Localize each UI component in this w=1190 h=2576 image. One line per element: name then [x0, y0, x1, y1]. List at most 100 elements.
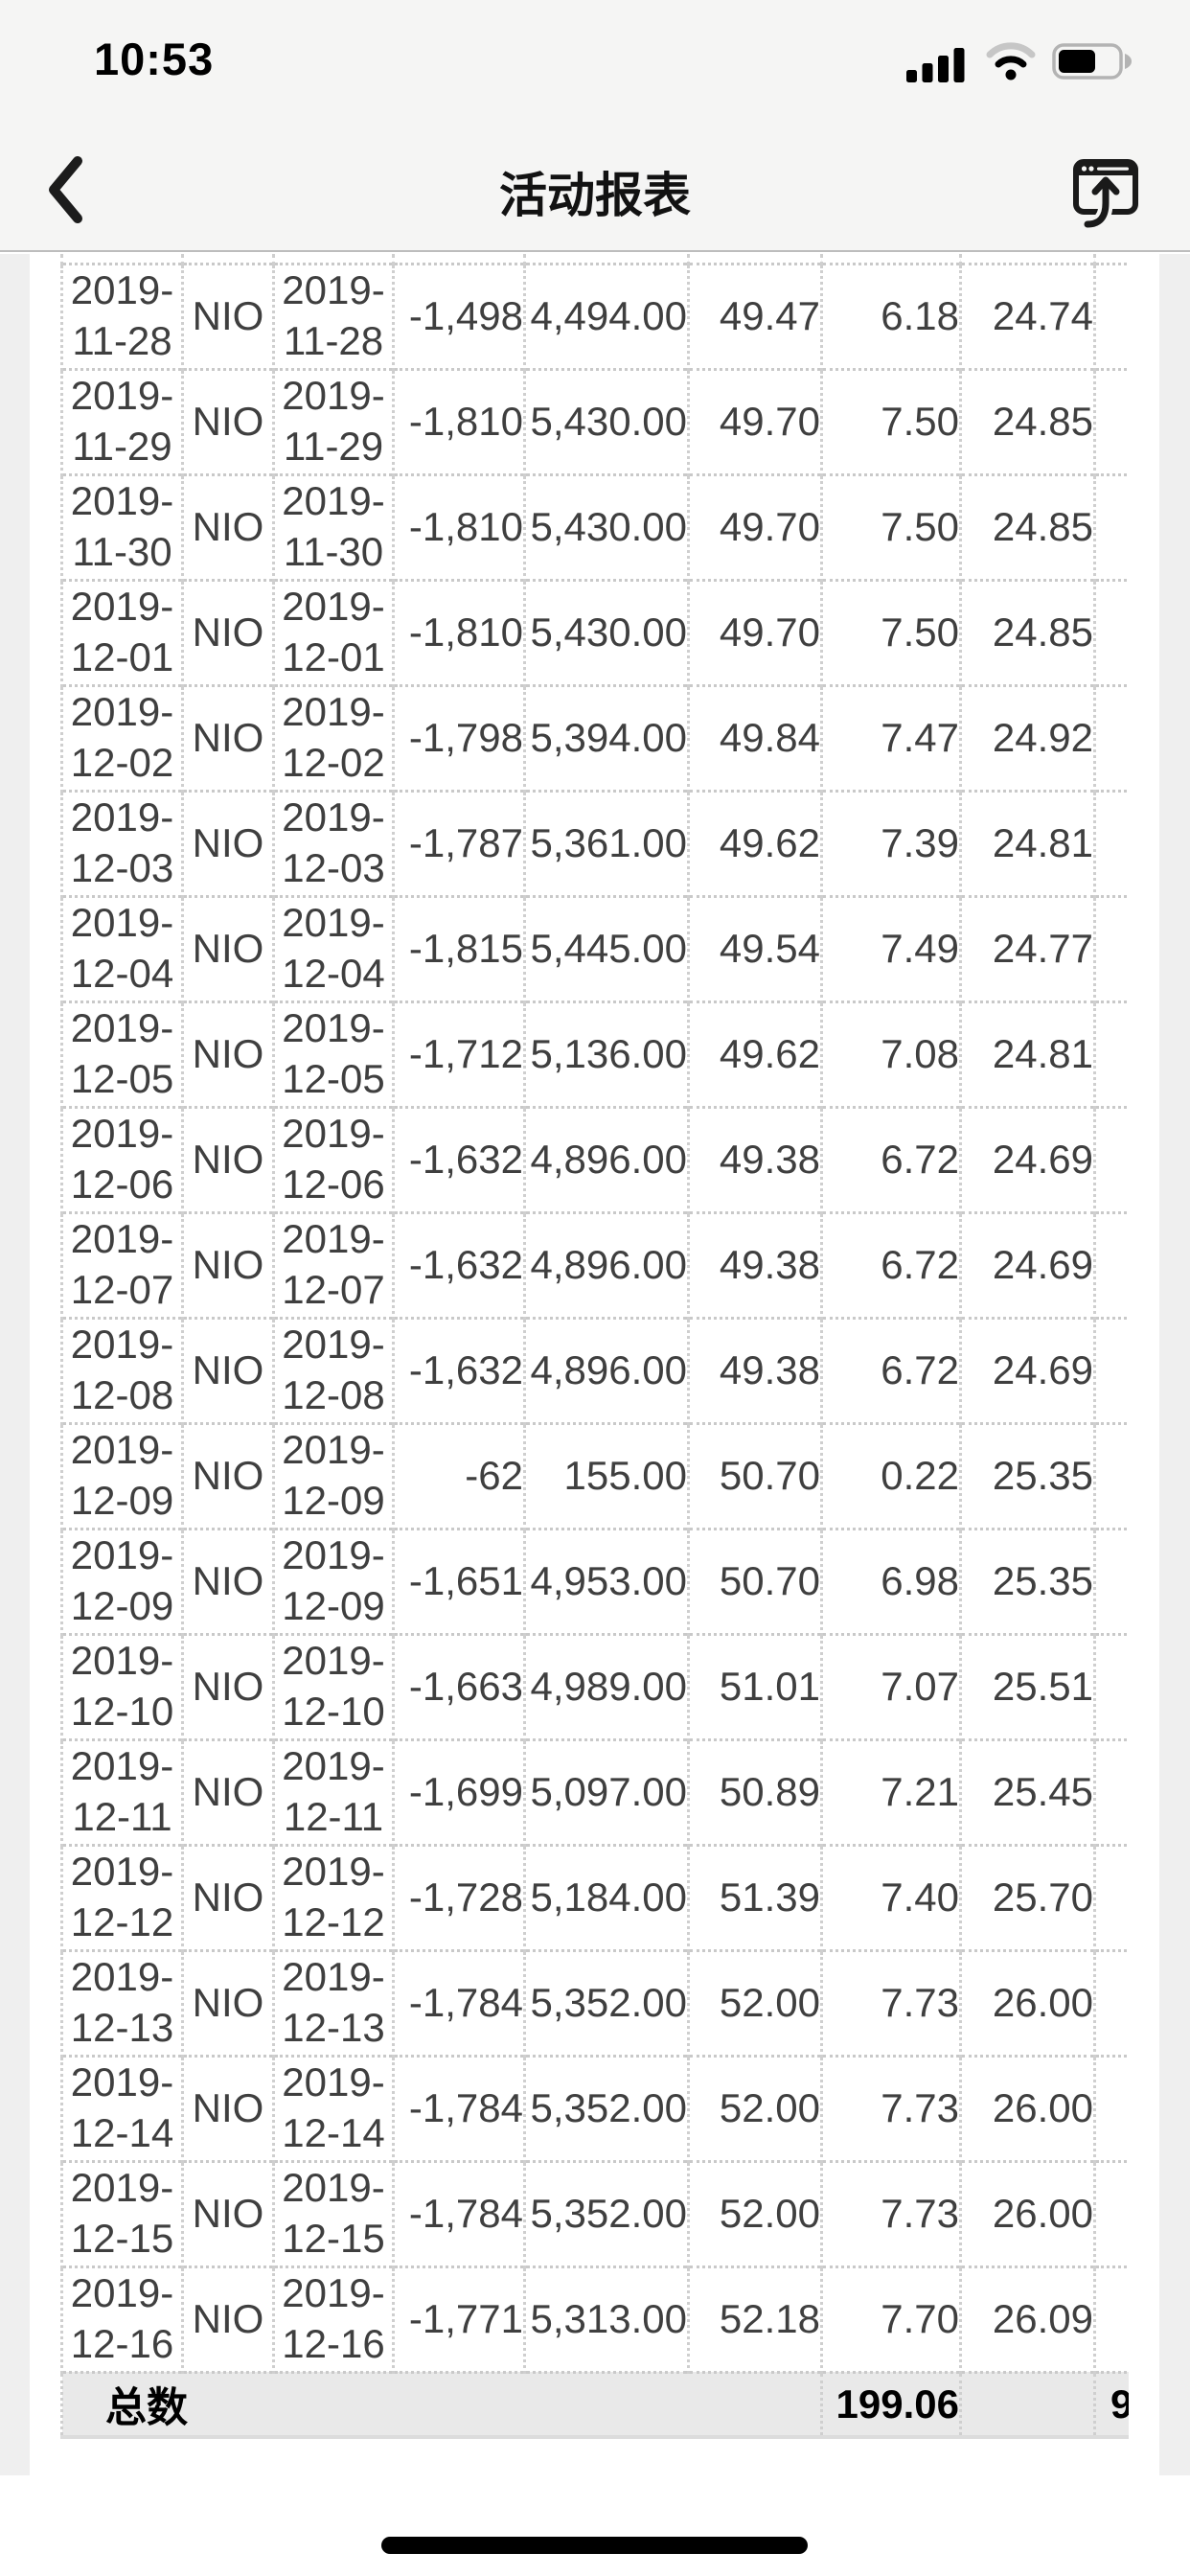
cell-price: 52.00 — [687, 1948, 822, 2056]
cell-date-2: 2019- 12-13 — [272, 1948, 394, 2056]
cell-date: 2019- 12-04 — [60, 894, 183, 1001]
cell-clipped — [1093, 789, 1129, 896]
cell-symbol: NIO — [181, 683, 274, 791]
back-button[interactable] — [23, 146, 109, 238]
cell-price: 49.62 — [687, 1000, 822, 1107]
cell-date-2: 2019- 12-09 — [272, 1421, 394, 1529]
table-row: 2019- 11-30 NIO 2019- 11-30 -1,810 5,430.00 4… — [60, 472, 1129, 580]
table-row: 2019- 12-06 NIO 2019- 12-06 -1,632 4,896.00 4… — [60, 1105, 1129, 1212]
cell-value: 7.50 — [820, 472, 961, 580]
cell-clipped — [1093, 1316, 1129, 1423]
cell-value: 7.73 — [820, 2159, 961, 2266]
cell-quantity: -1,784 — [392, 2159, 525, 2266]
cell-date-2: 2019- 12-08 — [272, 1316, 394, 1423]
cell-symbol: NIO — [181, 1737, 274, 1845]
cell-price: 49.54 — [687, 894, 822, 1001]
cell-amount: 5,430.00 — [523, 367, 689, 474]
table-row: 2019- 12-09 NIO 2019- 12-09 -62 155.00 50.70 0… — [60, 1421, 1129, 1529]
cell-price: 49.47 — [687, 262, 822, 369]
cell-date-2: 2019- 11-30 — [272, 472, 394, 580]
cell-clipped — [1093, 1105, 1129, 1212]
cell-date: 2019- 12-15 — [60, 2159, 183, 2266]
cell-price: 49.70 — [687, 472, 822, 580]
cell-symbol: NIO — [181, 2265, 274, 2372]
cell-clipped — [1093, 1632, 1129, 1739]
cell-clipped — [1093, 2054, 1129, 2161]
cell-date-2: 2019- 12-15 — [272, 2159, 394, 2266]
cell-date: 2019- 12-03 — [60, 789, 183, 896]
cell-value: 6.18 — [820, 262, 961, 369]
cell-avg-price: 24.69 — [959, 1316, 1095, 1423]
table-row: 2019- 12-13 NIO 2019- 12-13 -1,784 5,352.00 5… — [60, 1948, 1129, 2056]
table-row: 2019- 12-10 NIO 2019- 12-10 -1,663 4,989.00 5… — [60, 1632, 1129, 1739]
cell-amount: 5,352.00 — [523, 2054, 689, 2161]
table-scroll-area[interactable]: 2019- 11-28 NIO 2019- 11-28 -1,498 4,494.00 4… — [60, 254, 1129, 2449]
cell-value: 0.22 — [820, 1421, 961, 1529]
table-row: 2019- 12-16 NIO 2019- 12-16 -1,771 5,313.00 5… — [60, 2265, 1129, 2372]
cell-amount: 5,313.00 — [523, 2265, 689, 2372]
cell-quantity: -1,663 — [392, 1632, 525, 1739]
cell-date-2: 2019- 12-03 — [272, 789, 394, 896]
battery-icon — [1052, 41, 1134, 86]
cell-date: 2019- 12-12 — [60, 1843, 183, 1950]
cell-value: 7.08 — [820, 1000, 961, 1107]
cell-quantity: -1,810 — [392, 472, 525, 580]
page-gutter-right — [1159, 254, 1190, 2475]
cell-amount: 4,494.00 — [523, 262, 689, 369]
export-button[interactable] — [1060, 151, 1152, 238]
cell-avg-price: 24.85 — [959, 367, 1095, 474]
cell-amount: 5,136.00 — [523, 1000, 689, 1107]
cell-avg-price: 25.51 — [959, 1632, 1095, 1739]
cell-date: 2019- 12-11 — [60, 1737, 183, 1845]
cell-price: 49.38 — [687, 1210, 822, 1318]
cell-value: 6.72 — [820, 1316, 961, 1423]
page-title: 活动报表 — [499, 169, 691, 222]
cell-avg-price: 24.74 — [959, 262, 1095, 369]
cell-value: 7.50 — [820, 367, 961, 474]
cell-quantity: -62 — [392, 1421, 525, 1529]
cell-amount: 5,184.00 — [523, 1843, 689, 1950]
cell-price: 52.00 — [687, 2054, 822, 2161]
cell-amount: 4,896.00 — [523, 1105, 689, 1212]
cell-quantity: -1,712 — [392, 1000, 525, 1107]
cell-date-2: 2019- 12-04 — [272, 894, 394, 1001]
cell-price: 51.39 — [687, 1843, 822, 1950]
cell-date: 2019- 12-14 — [60, 2054, 183, 2161]
chevron-left-icon — [47, 155, 85, 228]
cell-amount: 5,097.00 — [523, 1737, 689, 1845]
cell-date-2: 2019- 12-09 — [272, 1527, 394, 1634]
cell-amount: 4,953.00 — [523, 1527, 689, 1634]
total-row: 总数 199.06 9 — [60, 2370, 1129, 2439]
cell-date-2: 2019- 12-11 — [272, 1737, 394, 1845]
cell-clipped — [1093, 472, 1129, 580]
cell-symbol: NIO — [181, 472, 274, 580]
cell-quantity: -1,651 — [392, 1527, 525, 1634]
cell-value: 7.07 — [820, 1632, 961, 1739]
cell-quantity: -1,771 — [392, 2265, 525, 2372]
cell-price: 50.70 — [687, 1421, 822, 1529]
cell-date: 2019- 11-29 — [60, 367, 183, 474]
cell-avg-price: 25.35 — [959, 1421, 1095, 1529]
cell-price: 49.38 — [687, 1316, 822, 1423]
cell-avg-price: 24.69 — [959, 1105, 1095, 1212]
cell-price: 50.70 — [687, 1527, 822, 1634]
cell-amount: 4,989.00 — [523, 1632, 689, 1739]
cell-price: 50.89 — [687, 1737, 822, 1845]
cell-value: 7.47 — [820, 683, 961, 791]
cell-date-2: 2019- 12-06 — [272, 1105, 394, 1212]
cell-clipped — [1093, 578, 1129, 685]
cell-date-2: 2019- 11-28 — [272, 262, 394, 369]
cell-date: 2019- 12-10 — [60, 1632, 183, 1739]
cell-price: 49.70 — [687, 578, 822, 685]
report-content: 2019- 11-28 NIO 2019- 11-28 -1,498 4,494.00 4… — [0, 254, 1190, 2576]
table-row: 2019- 12-15 NIO 2019- 12-15 -1,784 5,352.00 5… — [60, 2159, 1129, 2266]
cell-date-2: 2019- 12-10 — [272, 1632, 394, 1739]
page-gutter-left — [0, 254, 30, 2475]
home-indicator[interactable] — [381, 2537, 808, 2554]
cell-date: 2019- 12-16 — [60, 2265, 183, 2372]
cell-value: 6.98 — [820, 1527, 961, 1634]
cell-amount: 5,352.00 — [523, 1948, 689, 2056]
cell-clipped — [1093, 1843, 1129, 1950]
cell-quantity: -1,798 — [392, 683, 525, 791]
